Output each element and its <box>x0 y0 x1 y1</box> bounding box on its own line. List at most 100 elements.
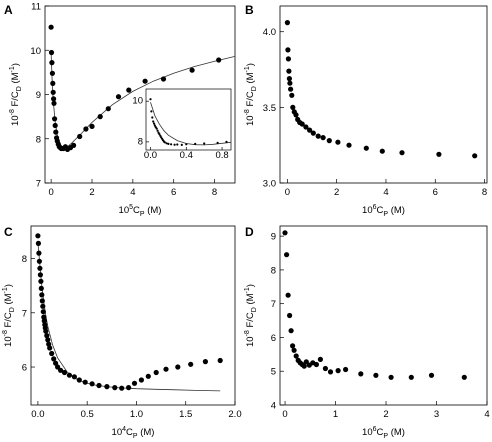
x-tick-label: 0 <box>282 409 287 420</box>
data-point <box>290 343 296 349</box>
inset-y-tick-label: 8 <box>138 136 143 147</box>
y-tick-label: 5 <box>271 367 276 378</box>
inset-data-point <box>152 120 155 123</box>
y-tick-label: 7 <box>22 308 27 319</box>
data-point <box>36 250 42 256</box>
panel-letter: B <box>245 3 254 17</box>
x-tick-label: 0.0 <box>31 409 44 420</box>
data-point <box>145 373 151 379</box>
data-point <box>285 292 291 298</box>
data-point <box>41 318 47 324</box>
data-point <box>55 364 61 370</box>
inset-x-tick-label: 0.8 <box>215 150 228 161</box>
data-point <box>303 124 309 130</box>
data-point <box>40 303 46 309</box>
data-point <box>76 377 82 383</box>
panel-c: C 0.0 0.5 1.0 1.5 2.0 6 7 8 104CP (M) 10-8 F/CD (M… <box>2 225 242 440</box>
inset-data-point <box>151 116 154 119</box>
inset-data-point <box>176 143 179 146</box>
data-point <box>35 233 41 239</box>
data-point <box>301 363 307 369</box>
x-tick-label: 1.5 <box>179 409 192 420</box>
y-tick-label: 8 <box>271 265 276 276</box>
data-point <box>126 87 132 93</box>
data-point <box>51 356 57 362</box>
data-point <box>112 385 118 391</box>
data-point <box>327 369 334 375</box>
data-point <box>89 123 95 129</box>
data-point <box>216 57 222 63</box>
y-tick-label: 7 <box>36 179 41 190</box>
data-point <box>472 153 478 159</box>
data-point <box>322 365 328 372</box>
inset-fit-curve <box>150 102 232 146</box>
data-point <box>160 76 167 82</box>
inset-data-point <box>194 142 197 145</box>
fit-curve <box>50 52 236 149</box>
x-tick-label: 8 <box>212 187 217 198</box>
y-tick-label: 3.0 <box>263 179 276 190</box>
data-point <box>40 309 46 315</box>
data-point <box>175 364 181 370</box>
fit-curve <box>37 242 221 392</box>
data-point <box>163 366 169 372</box>
data-point <box>461 374 467 380</box>
data-point <box>82 379 88 385</box>
x-tick-label: 6 <box>171 187 176 198</box>
inset-data-point <box>163 141 166 144</box>
inset-data-point <box>173 143 176 146</box>
panel-letter: C <box>4 225 13 239</box>
data-point <box>38 278 44 284</box>
inset-plot: 0.0 0.4 0.8 8 10 <box>132 88 232 161</box>
data-point <box>217 357 223 364</box>
data-point <box>52 116 58 122</box>
data-point <box>286 76 292 82</box>
data-point <box>50 80 56 86</box>
x-tick-label: 2 <box>89 187 94 198</box>
data-point <box>287 80 293 86</box>
y-tick-label: 6 <box>22 363 27 374</box>
inset-x-tick-label: 0.4 <box>180 150 193 161</box>
data-point <box>71 374 77 380</box>
data-point <box>358 371 364 377</box>
x-tick-label: 8 <box>482 187 487 198</box>
data-point <box>188 361 194 367</box>
inset-data-point <box>159 134 162 137</box>
inset-data-point <box>180 143 183 146</box>
data-point <box>115 94 122 100</box>
data-point <box>284 20 290 26</box>
data-point <box>284 252 290 258</box>
inset-data-point <box>150 110 153 113</box>
y-axis-label: 10-8 F/CD (M-1) <box>2 284 16 347</box>
inset-data-point <box>155 127 158 130</box>
data-point <box>49 350 55 357</box>
inset-plot-frame <box>145 88 232 151</box>
data-point <box>77 133 83 140</box>
inset-data-point <box>203 142 206 145</box>
panel-a: A 0 2 4 6 8 7 8 9 10 11 105CP (M) 10-8 F/CD (M-1) 0.0… <box>4 2 236 218</box>
x-tick-label: 0 <box>285 187 290 198</box>
inset-y-tick-label: 10 <box>132 96 143 107</box>
panel-d: D 0 1 2 3 4 4 5 6 7 8 9 106CP (M) 10-8 F/CD (M-1) <box>244 225 490 440</box>
inset-data-point <box>153 122 156 125</box>
data-point <box>41 314 47 320</box>
data-point <box>436 151 442 157</box>
x-tick-label: 4 <box>484 409 489 420</box>
data-point <box>138 377 144 383</box>
data-point <box>83 126 89 132</box>
y-axis-label: 10-8 F/CD (M-1) <box>244 63 258 126</box>
data-point <box>288 86 294 92</box>
data-point <box>289 92 295 98</box>
data-point <box>45 337 51 343</box>
x-tick-label: 2.0 <box>228 409 241 420</box>
data-point <box>313 361 319 368</box>
y-tick-label: 4 <box>271 401 276 412</box>
data-point <box>71 142 77 148</box>
data-point <box>35 240 42 246</box>
data-point <box>119 385 125 391</box>
data-point <box>49 60 55 66</box>
data-point <box>288 328 294 334</box>
data-point <box>363 145 369 151</box>
y-tick-label: 6 <box>271 333 276 344</box>
